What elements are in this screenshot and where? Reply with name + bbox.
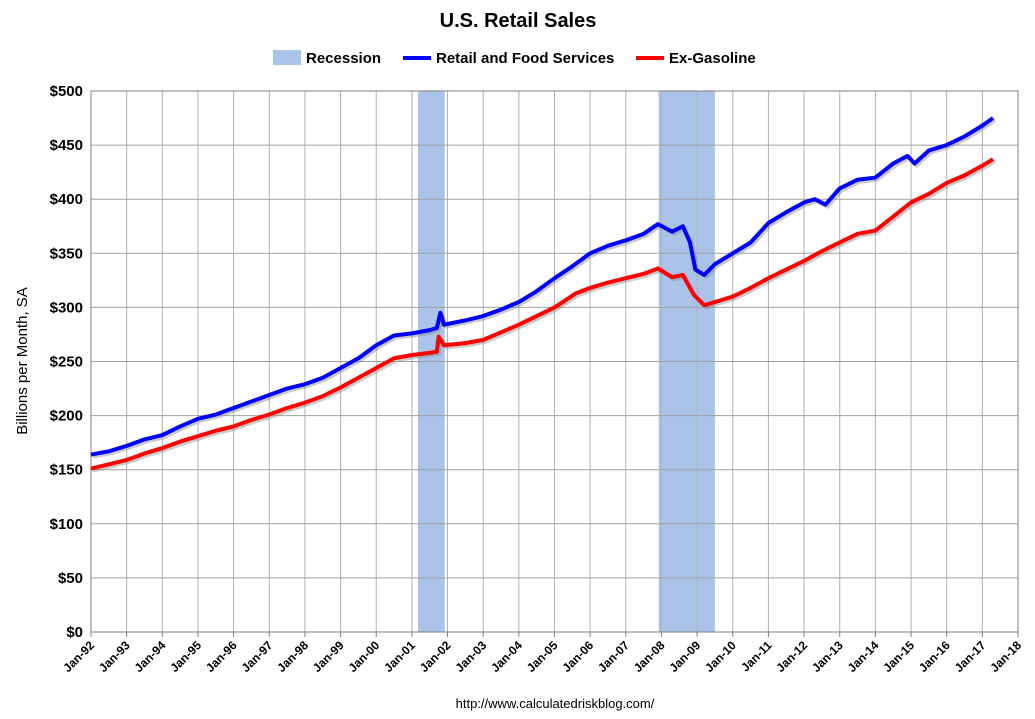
y-tick-label: $200: [50, 408, 83, 425]
x-tick-label: Jan-08: [631, 638, 668, 675]
y-tick-label: $150: [50, 462, 83, 479]
legend-label-retail: Retail and Food Services: [436, 50, 614, 67]
x-tick-label: Jan-14: [845, 638, 882, 675]
x-tick-label: Jan-11: [738, 638, 775, 675]
x-tick-label: Jan-17: [952, 638, 989, 675]
plot-border: [90, 90, 1019, 633]
series-line-retail: [90, 116, 995, 457]
y-tick-label: $300: [50, 299, 83, 316]
x-tick-label: Jan-99: [310, 638, 347, 675]
series-shadow: [92, 118, 997, 459]
x-tick-label: Jan-04: [488, 638, 525, 675]
series-line-ex-gasoline: [90, 157, 995, 471]
x-tick-label: Jan-94: [132, 638, 169, 675]
x-tick-label: Jan-06: [559, 638, 596, 675]
x-tick-label: Jan-98: [274, 638, 311, 675]
legend-label-recession: Recession: [306, 50, 381, 67]
legend-swatch-recession: [273, 50, 301, 65]
x-tick-label: Jan-00: [346, 638, 383, 675]
y-tick-label: $0: [66, 624, 83, 641]
legend-label-ex-gasoline: Ex-Gasoline: [669, 50, 756, 67]
x-tick-label: Jan-01: [381, 638, 418, 675]
x-tick-label: Jan-16: [916, 638, 953, 675]
y-tick-label: $50: [58, 570, 83, 587]
y-tick-label: $500: [50, 83, 83, 100]
x-tick-label: Jan-12: [773, 638, 810, 675]
x-tick-label: Jan-03: [453, 638, 490, 675]
series-shadow: [92, 159, 997, 473]
x-tick-label: Jan-18: [987, 638, 1024, 675]
x-tick-label: Jan-15: [880, 638, 917, 675]
y-tick-label: $100: [50, 516, 83, 533]
y-tick-label: $250: [50, 354, 83, 371]
x-tick-label: Jan-02: [417, 638, 454, 675]
y-tick-label: $400: [50, 191, 83, 208]
x-tick-label: Jan-07: [595, 638, 632, 675]
x-tick-label: Jan-09: [666, 638, 703, 675]
x-tick-label: Jan-95: [167, 638, 204, 675]
x-tick-label: Jan-97: [239, 638, 276, 675]
y-tick-label: $450: [50, 137, 83, 154]
legend: Recession Retail and Food Services Ex-Ga…: [273, 50, 756, 67]
x-tick-label: Jan-13: [809, 638, 846, 675]
x-tick-label: Jan-96: [203, 638, 240, 675]
x-tick-label: Jan-10: [702, 638, 739, 675]
y-axis-label: Billions per Month, SA: [14, 287, 31, 435]
x-tick-label: Jan-05: [524, 638, 561, 675]
source-url: http://www.calculatedriskblog.com/: [456, 696, 655, 711]
chart-title: U.S. Retail Sales: [440, 10, 597, 32]
x-tick-label: Jan-93: [96, 638, 133, 675]
x-tick-label: Jan-92: [60, 638, 97, 675]
y-tick-label: $350: [50, 245, 83, 262]
